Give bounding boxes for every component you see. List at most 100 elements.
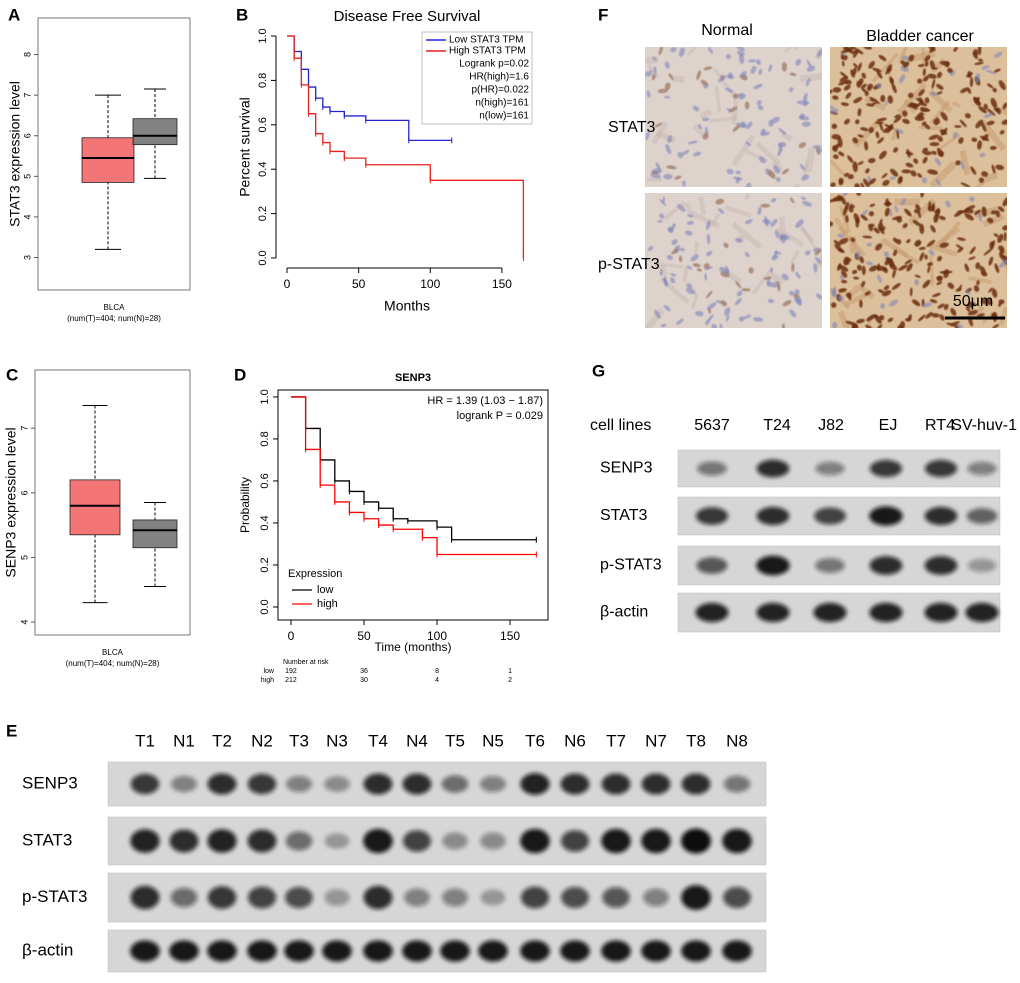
ihc-nucleus bbox=[768, 64, 773, 72]
ihc-nucleus bbox=[974, 61, 984, 66]
ihc-nucleus bbox=[924, 254, 928, 260]
ihc-nucleus bbox=[685, 230, 693, 236]
ihc-nucleus bbox=[758, 156, 766, 164]
blot-band bbox=[641, 940, 671, 962]
y-tick-label: 0.0 bbox=[259, 599, 271, 614]
ihc-nucleus bbox=[717, 75, 727, 83]
ihc-nucleus bbox=[882, 179, 890, 187]
ihc-nucleus bbox=[798, 115, 810, 121]
ihc-nucleus bbox=[966, 72, 973, 78]
row-label: STAT3 bbox=[608, 119, 656, 136]
blot-band bbox=[284, 940, 314, 962]
ihc-nucleus bbox=[806, 59, 812, 68]
y-tick-label: 1.0 bbox=[259, 389, 271, 404]
blot-band bbox=[967, 461, 997, 476]
ihc-nucleus bbox=[853, 62, 859, 69]
lane-label: N5 bbox=[482, 731, 504, 750]
panel-label: F bbox=[598, 5, 608, 24]
ihc-nucleus bbox=[845, 320, 856, 326]
ihc-nucleus bbox=[937, 135, 943, 142]
ihc-nucleus bbox=[871, 97, 880, 105]
ihc-nucleus bbox=[936, 255, 943, 262]
ihc-nucleus bbox=[978, 177, 985, 183]
ihc-nucleus bbox=[929, 142, 940, 147]
ihc-nucleus bbox=[832, 321, 838, 328]
ihc-fiber bbox=[672, 75, 685, 84]
y-tick-label: 0.6 bbox=[259, 473, 271, 488]
ihc-nucleus bbox=[654, 122, 663, 128]
y-tick-label: 4 bbox=[19, 620, 29, 625]
ihc-nucleus bbox=[885, 257, 893, 262]
ihc-nucleus bbox=[924, 60, 929, 67]
blot-band bbox=[869, 556, 903, 575]
ihc-nucleus bbox=[865, 261, 874, 266]
x-tick-label: 150 bbox=[500, 629, 520, 643]
lane-label: N7 bbox=[645, 731, 667, 750]
y-tick-label: 0.6 bbox=[257, 117, 269, 132]
ihc-nucleus bbox=[866, 242, 872, 247]
ihc-nucleus bbox=[743, 314, 751, 319]
ihc-nucleus bbox=[838, 238, 849, 245]
y-tick-label: 0.4 bbox=[259, 515, 271, 530]
x-axis-label: (num(T)=404; num(N)=28) bbox=[67, 314, 161, 323]
ihc-nucleus bbox=[884, 123, 891, 129]
ihc-nucleus bbox=[662, 277, 669, 287]
blot-band bbox=[363, 885, 393, 910]
ihc-nucleus bbox=[856, 193, 862, 196]
ihc-nucleus bbox=[744, 251, 750, 258]
ihc-nucleus bbox=[931, 203, 936, 212]
blot-band bbox=[696, 557, 728, 574]
ihc-nucleus bbox=[814, 256, 822, 264]
ihc-nucleus bbox=[703, 66, 713, 71]
ihc-nucleus bbox=[990, 97, 998, 109]
ihc-nucleus bbox=[965, 307, 971, 313]
ihc-nucleus bbox=[697, 123, 702, 130]
ihc-nucleus bbox=[847, 174, 854, 180]
ihc-nucleus bbox=[670, 47, 677, 53]
ihc-nucleus bbox=[939, 270, 946, 274]
blot-band bbox=[285, 831, 313, 851]
blot-band bbox=[966, 508, 998, 524]
ihc-nucleus bbox=[998, 245, 1004, 251]
plot-frame bbox=[34, 369, 191, 636]
ihc-nucleus bbox=[696, 268, 702, 272]
ihc-nucleus bbox=[781, 273, 789, 281]
ihc-nucleus bbox=[789, 197, 795, 204]
ihc-nucleus bbox=[922, 156, 928, 164]
blot-band bbox=[924, 459, 958, 478]
ihc-nucleus bbox=[913, 158, 919, 164]
blot-band bbox=[869, 459, 903, 478]
ihc-nucleus bbox=[929, 299, 938, 304]
blot-band bbox=[169, 940, 199, 962]
blot-band bbox=[322, 940, 352, 962]
lane-label: N2 bbox=[251, 731, 273, 750]
ihc-nucleus bbox=[867, 83, 874, 89]
ihc-nucleus bbox=[702, 117, 710, 122]
panel-label: D bbox=[234, 365, 246, 384]
ihc-nucleus bbox=[838, 265, 849, 272]
blot-band bbox=[869, 602, 903, 623]
ihc-nucleus bbox=[744, 219, 753, 224]
x-tick-label: 50 bbox=[357, 629, 371, 643]
ihc-nucleus bbox=[922, 279, 931, 289]
blot-band bbox=[602, 887, 630, 908]
blot-band bbox=[207, 940, 237, 962]
ihc-nucleus bbox=[897, 325, 903, 328]
ihc-nucleus bbox=[770, 267, 774, 273]
blot-band bbox=[560, 940, 590, 962]
ihc-fiber bbox=[647, 63, 660, 80]
ihc-nucleus bbox=[947, 282, 955, 290]
ihc-nucleus bbox=[839, 76, 848, 82]
ihc-nucleus bbox=[877, 263, 881, 272]
ihc-nucleus bbox=[981, 206, 987, 217]
plot-frame bbox=[277, 389, 549, 621]
ihc-nucleus bbox=[885, 67, 893, 75]
ihc-nucleus bbox=[692, 263, 701, 268]
blot-band bbox=[480, 775, 506, 793]
ihc-nucleus bbox=[830, 302, 837, 308]
ihc-nucleus bbox=[931, 313, 940, 318]
ihc-nucleus bbox=[756, 100, 762, 106]
ihc-nucleus bbox=[755, 59, 761, 65]
ihc-nucleus bbox=[966, 301, 975, 309]
